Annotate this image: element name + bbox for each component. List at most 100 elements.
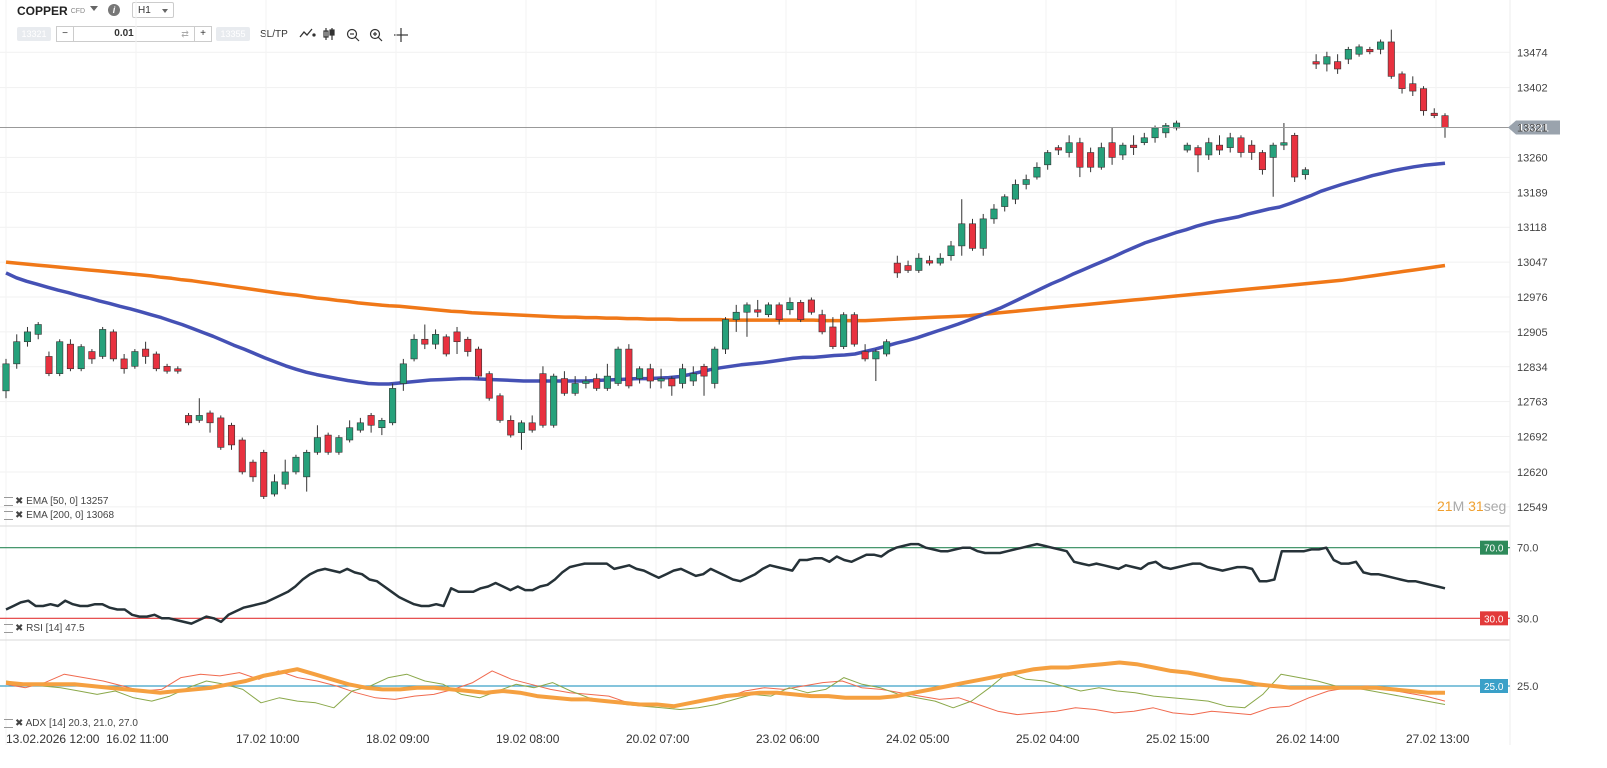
candle (1065, 135, 1073, 158)
zoom-in-icon[interactable] (369, 28, 383, 42)
candle-body (1430, 112, 1438, 116)
x-tick-label: 26.02 14:00 (1276, 732, 1340, 746)
quantity-minus-button[interactable]: − (57, 27, 74, 41)
settings-icon[interactable] (4, 718, 13, 728)
candle-body (1355, 46, 1363, 55)
settings-icon[interactable] (4, 510, 13, 520)
candle-body (786, 302, 794, 311)
candle (346, 420, 354, 443)
settings-icon[interactable] (4, 623, 13, 633)
candle-body (174, 368, 182, 372)
candle (947, 240, 955, 261)
candle-body (120, 358, 128, 370)
candle-body (485, 373, 493, 399)
candle (721, 317, 730, 354)
quantity-plus-button[interactable]: + (194, 27, 211, 41)
settings-icon[interactable] (4, 496, 13, 506)
candle-body (260, 451, 268, 497)
y-tick-label: 13047 (1517, 257, 1548, 269)
candle-body (152, 353, 160, 370)
info-icon[interactable]: i (108, 4, 120, 16)
timeframe-select[interactable]: H1 (132, 2, 174, 18)
candle (485, 371, 493, 401)
buy-button[interactable]: 13355 (216, 27, 250, 41)
candle-body (507, 420, 515, 436)
symbol-selector[interactable]: COPPER CFD (17, 4, 85, 18)
candle-body (872, 351, 880, 360)
candle (34, 322, 42, 340)
zoom-out-icon[interactable] (346, 28, 360, 42)
candle (109, 329, 117, 362)
candle (679, 363, 687, 389)
candle (786, 297, 794, 315)
candle-body (1130, 144, 1138, 148)
candle (807, 297, 815, 315)
candle (1173, 120, 1181, 131)
sell-button[interactable]: 13321 (17, 27, 51, 41)
candle (335, 435, 343, 455)
candle-body (292, 456, 300, 473)
candle-body (1409, 83, 1417, 92)
candle (313, 425, 321, 455)
candle (163, 363, 171, 374)
line-chart-icon[interactable] (299, 28, 316, 38)
candle (1398, 71, 1406, 94)
candle (99, 326, 107, 359)
candle (1301, 167, 1309, 180)
ema200-legend[interactable]: ✖ EMA [200, 0] 13068 (4, 510, 114, 521)
sltp-button[interactable]: SL/TP (260, 29, 288, 40)
y-tick-label: 12905 (1517, 327, 1548, 339)
candle (775, 302, 783, 325)
candle (1409, 76, 1417, 96)
candle (614, 346, 622, 386)
candle (1194, 145, 1202, 173)
candle-body (432, 334, 440, 345)
candle (45, 351, 53, 377)
candle (657, 368, 665, 389)
candle-body (1258, 152, 1266, 171)
adx-level-label: 25.0 (1517, 681, 1538, 693)
rsi-legend[interactable]: ✖ RSI [14] 47.5 (4, 623, 85, 634)
candle-body (324, 434, 332, 453)
x-tick-label: 19.02 08:00 (496, 732, 560, 746)
candle (474, 346, 483, 379)
y-tick-label: 13474 (1517, 47, 1548, 59)
candle (1323, 51, 1331, 72)
candle (603, 363, 611, 391)
swap-icon[interactable]: ⇄ (181, 29, 189, 39)
ema50-legend[interactable]: ✖ EMA [50, 0] 13257 (4, 496, 108, 507)
candle (1087, 147, 1095, 173)
candle (990, 204, 998, 224)
candle (968, 218, 977, 251)
adx-legend[interactable]: ✖ ADX [14] 20.3, 21.0, 27.0 (4, 718, 138, 729)
candle-body (238, 439, 246, 473)
candle-body (131, 351, 139, 367)
candle-body (947, 245, 955, 257)
candle (174, 366, 182, 374)
candle-body (625, 348, 633, 387)
candle-body (1194, 147, 1202, 156)
candle-body (1312, 61, 1320, 65)
candle (281, 459, 289, 490)
candle (539, 366, 547, 428)
candle-body (142, 348, 150, 357)
candle-body (1205, 142, 1213, 156)
quantity-stepper[interactable]: − 0.01 ⇄ + (56, 26, 212, 42)
candle (1183, 142, 1191, 153)
candle-body (1119, 144, 1127, 156)
candle (389, 383, 397, 426)
rsi-legend-text: RSI [14] 47.5 (26, 623, 85, 634)
quantity-input[interactable]: 0.01 (114, 28, 134, 39)
candle (850, 312, 858, 347)
candlestick-icon[interactable] (323, 28, 335, 40)
candle-body (217, 417, 225, 448)
candle (1022, 174, 1030, 190)
candle (668, 376, 676, 396)
candle (270, 474, 278, 497)
candle (1001, 194, 1009, 212)
symbol-dropdown-icon[interactable] (90, 6, 98, 11)
candle (1355, 44, 1363, 57)
adx-legend-text: ADX [14] 20.3, 21.0, 27.0 (25, 718, 138, 729)
candle-body (603, 375, 611, 389)
